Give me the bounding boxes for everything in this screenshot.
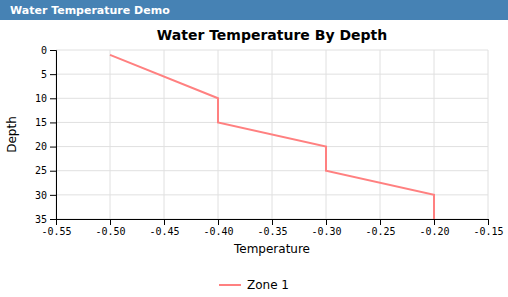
tick-mark	[50, 171, 56, 172]
y-axis-title: Depth	[5, 116, 19, 153]
axis-line	[50, 51, 57, 220]
grid	[56, 50, 488, 219]
tick: -0.40	[203, 219, 233, 237]
tick-label: 5	[41, 69, 47, 80]
tick-label: -0.35	[257, 226, 287, 237]
tick: 20	[35, 141, 56, 152]
tick-mark	[50, 219, 56, 220]
tick: -0.45	[149, 219, 179, 237]
grid-line-x	[218, 50, 219, 219]
tick-mark	[50, 74, 56, 75]
tick: 15	[35, 117, 56, 128]
tick-mark	[50, 98, 56, 99]
grid-line-x	[110, 50, 111, 219]
tick-label: -0.40	[203, 226, 233, 237]
grid-line-y	[56, 146, 488, 147]
legend-items: Zone 1	[219, 278, 289, 292]
tick: 25	[35, 165, 56, 176]
grid-line-y	[56, 98, 488, 99]
tick-label: 25	[35, 165, 47, 176]
tick-mark	[50, 50, 56, 51]
grid-line-x	[380, 50, 381, 219]
tick: -0.35	[257, 219, 287, 237]
line	[110, 55, 434, 219]
tick: 30	[35, 190, 56, 201]
legend-swatch	[219, 284, 241, 286]
tick-mark	[326, 219, 327, 225]
tick-mark	[50, 147, 56, 148]
legend: Zone 1	[219, 278, 289, 292]
grid-line-y	[56, 50, 488, 51]
tick-label: 15	[35, 117, 47, 128]
tick-mark	[434, 219, 435, 225]
grid-line-x	[326, 50, 327, 219]
tick-label: 35	[35, 214, 47, 225]
chart: Water Temperature Demo Water Temperature …	[0, 0, 508, 297]
tick: -0.25	[365, 219, 395, 237]
tick-label: -0.50	[95, 226, 125, 237]
legend-label: Zone 1	[247, 278, 289, 292]
tick-label: -0.15	[473, 226, 503, 237]
tick-mark	[488, 219, 489, 225]
tick-label: -0.20	[419, 226, 449, 237]
y-axis: 0 5 10 15 20 25 30 35	[35, 45, 57, 225]
grid-line-y	[56, 74, 488, 75]
grid-line-y	[56, 122, 488, 123]
tick: -0.20	[419, 219, 449, 237]
tick: 5	[41, 69, 56, 80]
tick-label: 30	[35, 190, 47, 201]
tick-label: 0	[41, 45, 47, 56]
chart-title: Water Temperature By Depth	[157, 27, 387, 43]
tick: -0.15	[473, 219, 503, 237]
tick-mark	[50, 195, 56, 196]
tick-label: 20	[35, 141, 47, 152]
title-bar	[0, 0, 508, 20]
grid-line-x	[434, 50, 435, 219]
tick-mark	[380, 219, 381, 225]
axis-line	[57, 220, 489, 226]
grid-line-y	[56, 170, 488, 171]
tick-mark	[164, 219, 165, 225]
tick-mark	[50, 122, 56, 123]
legend-item: Zone 1	[219, 278, 289, 292]
tick-label: -0.30	[311, 226, 341, 237]
tick-mark	[272, 219, 273, 225]
grid-line-x	[488, 50, 489, 219]
plot-area: -0.55 -0.50 -0.45 -0.40 -0.35 -0.30 -0.25 -0.20…	[35, 45, 504, 237]
tick: 10	[35, 93, 56, 104]
tick: 0	[41, 45, 56, 56]
tick: -0.30	[311, 219, 341, 237]
tick-label: -0.45	[149, 226, 179, 237]
tick-label: -0.25	[365, 226, 395, 237]
x-axis: -0.55 -0.50 -0.45 -0.40 -0.35 -0.30 -0.25 -0.20…	[41, 219, 503, 237]
tick-mark	[218, 219, 219, 225]
series-group	[110, 55, 434, 219]
tick: -0.50	[95, 219, 125, 237]
annotation: Water Temperature Demo	[10, 4, 170, 17]
tick-mark	[110, 219, 111, 225]
x-axis-title: Temperature	[233, 242, 310, 256]
tick-label: -0.55	[41, 226, 71, 237]
tick-label: 10	[35, 93, 47, 104]
grid-line-y	[56, 194, 488, 195]
tick: 35	[35, 214, 56, 225]
